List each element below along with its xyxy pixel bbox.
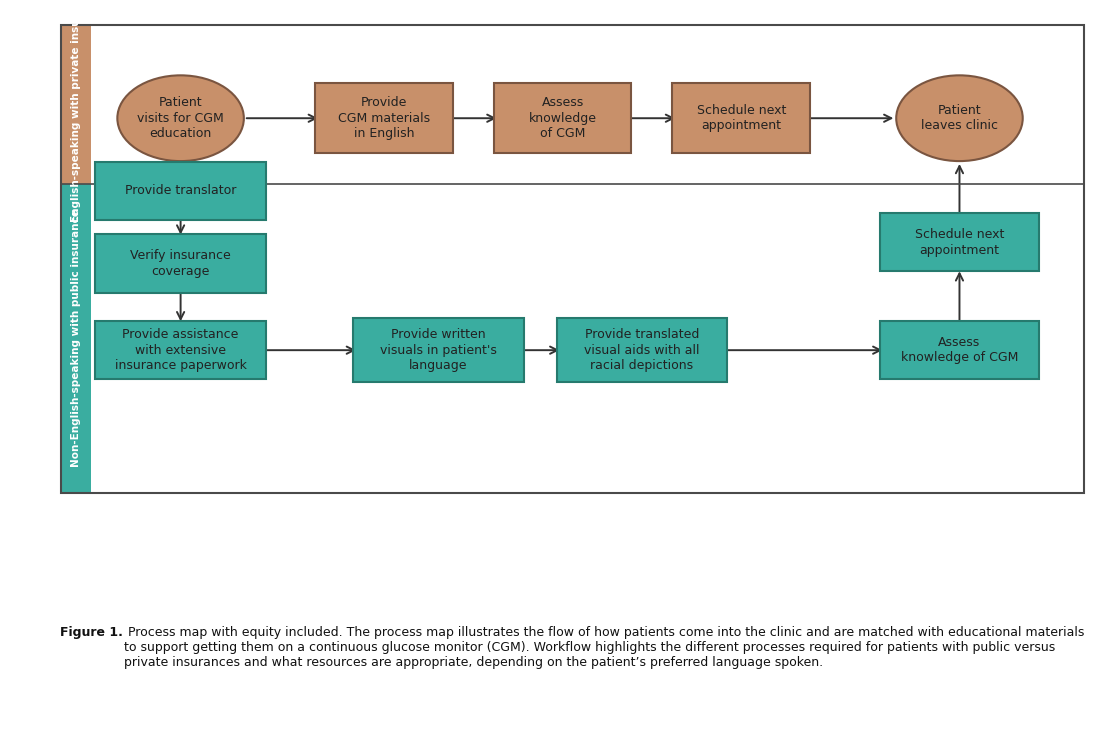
FancyBboxPatch shape	[880, 321, 1040, 379]
FancyBboxPatch shape	[353, 318, 524, 382]
Text: Non-English-speaking with public insurance: Non-English-speaking with public insuran…	[70, 209, 81, 468]
Ellipse shape	[118, 75, 244, 161]
Text: Schedule next
appointment: Schedule next appointment	[915, 228, 1004, 257]
Text: Provide
CGM materials
in English: Provide CGM materials in English	[338, 96, 430, 140]
FancyBboxPatch shape	[96, 162, 266, 220]
Text: Assess
knowledge of CGM: Assess knowledge of CGM	[901, 336, 1019, 365]
FancyBboxPatch shape	[96, 321, 266, 379]
FancyBboxPatch shape	[96, 235, 266, 293]
Bar	[60, 25, 1084, 493]
FancyBboxPatch shape	[880, 214, 1040, 271]
Ellipse shape	[896, 75, 1023, 161]
Text: Patient
leaves clinic: Patient leaves clinic	[921, 104, 998, 132]
Text: English-speaking with private insurance: English-speaking with private insurance	[70, 0, 81, 223]
FancyBboxPatch shape	[672, 83, 810, 153]
Text: Figure 1.: Figure 1.	[60, 626, 123, 639]
Text: Provide translated
visual aids with all
racial depictions: Provide translated visual aids with all …	[584, 328, 700, 372]
Bar	[60, 25, 91, 184]
Text: Provide translator: Provide translator	[125, 185, 236, 197]
Text: Patient
visits for CGM
education: Patient visits for CGM education	[138, 96, 224, 140]
Text: Schedule next
appointment: Schedule next appointment	[696, 104, 785, 132]
Text: Verify insurance
coverage: Verify insurance coverage	[130, 249, 231, 278]
Text: Provide written
visuals in patient's
language: Provide written visuals in patient's lan…	[381, 328, 497, 372]
FancyBboxPatch shape	[494, 83, 631, 153]
Text: Provide assistance
with extensive
insurance paperwork: Provide assistance with extensive insura…	[114, 328, 246, 372]
Text: Assess
knowledge
of CGM: Assess knowledge of CGM	[529, 96, 596, 140]
FancyBboxPatch shape	[316, 83, 453, 153]
FancyBboxPatch shape	[557, 318, 727, 382]
Text: Process map with equity included. The process map illustrates the flow of how pa: Process map with equity included. The pr…	[124, 626, 1085, 669]
Bar	[60, 184, 91, 493]
